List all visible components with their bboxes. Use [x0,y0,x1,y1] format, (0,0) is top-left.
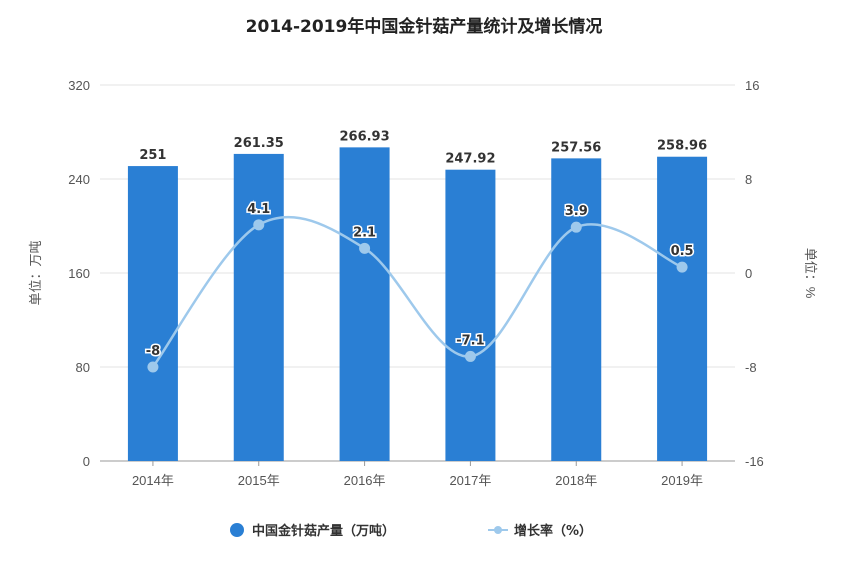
bar [551,158,602,461]
growth-point [570,221,582,233]
growth-data-label: -8 [146,344,160,359]
bar-data-label: 251 [139,148,166,163]
y-tick-label: 80 [76,360,90,375]
x-tick-label: 2015年 [238,473,280,488]
growth-data-label: 4.1 [247,202,270,217]
growth-data-label: 0.5 [671,244,694,259]
y-tick-label: 0 [83,454,90,469]
y2-tick-label: 16 [745,78,759,93]
y2-tick-label: -16 [745,454,764,469]
y-tick-label: 320 [68,78,90,93]
legend[interactable]: 中国金针菇产量（万吨） 增长率（%） [230,523,592,539]
y2-axis-label: 单位：% [803,248,818,299]
legend-bar-marker [230,523,244,537]
legend-line-dot [494,526,502,534]
bar [127,166,178,461]
growth-point [359,242,371,254]
chart-title: 2014-2019年中国金针菇产量统计及增长情况 [246,16,603,37]
legend-label-production: 中国金针菇产量（万吨） [252,523,395,539]
growth-point [676,261,688,273]
bar-data-label: 266.93 [339,129,389,144]
y-axis-label: 单位：万吨 [28,240,43,305]
y-tick-label: 240 [68,172,90,187]
bar [445,169,496,461]
x-tick-label: 2016年 [344,473,386,488]
bar-data-label: 247.92 [445,152,495,167]
growth-data-label: -7.1 [456,333,484,348]
x-tick-label: 2017年 [449,473,491,488]
bar [233,153,284,461]
bar-data-label: 261.35 [234,136,284,151]
growth-data-label: 2.1 [353,225,376,240]
x-tick-label: 2019年 [661,473,703,488]
y2-tick-label: -8 [745,360,757,375]
growth-point [253,219,265,231]
x-tick-label: 2018年 [555,473,597,488]
legend-item-growth[interactable]: 增长率（%） [488,523,592,539]
y2-tick-label: 0 [745,266,752,281]
bar-data-label: 258.96 [657,139,707,154]
legend-label-growth: 增长率（%） [514,523,592,539]
growth-point [464,350,476,362]
growth-point [147,361,159,373]
bar-data-label: 257.56 [551,140,601,155]
bar [339,147,390,462]
bar [657,156,708,462]
legend-item-production[interactable]: 中国金针菇产量（万吨） [230,523,395,539]
y2-tick-label: 8 [745,172,752,187]
x-tick-label: 2014年 [132,473,174,488]
growth-data-label: 3.9 [565,204,588,219]
y-tick-label: 160 [68,266,90,281]
growth-line [151,215,683,368]
